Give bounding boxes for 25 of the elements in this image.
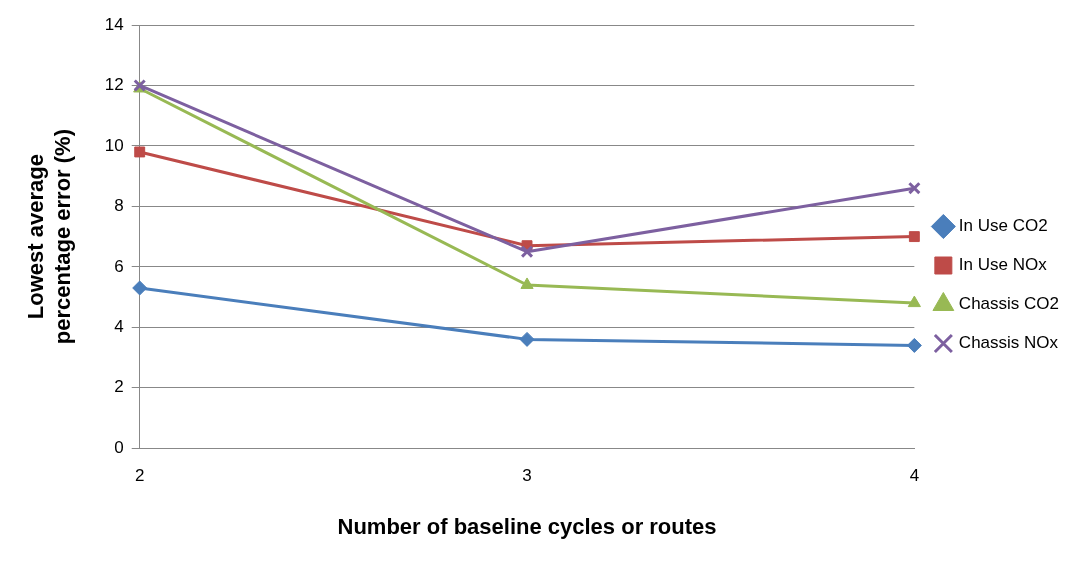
y-tick-label: 2 <box>114 377 124 397</box>
legend-label: In Use NOx <box>958 255 1048 275</box>
legend-label: Chassis NOx <box>958 333 1059 353</box>
y-tick-label: 0 <box>114 437 124 457</box>
y-tick-label: 14 <box>104 14 124 34</box>
y-axis-title: Lowest average percentage error (%) <box>23 129 75 345</box>
y-tick-label: 6 <box>114 256 124 276</box>
point <box>908 231 920 243</box>
point <box>907 181 921 195</box>
x-tick-label: 4 <box>909 466 920 486</box>
y-tick-label: 8 <box>114 196 124 216</box>
y-tick-label: 12 <box>104 75 124 95</box>
legend-label: In Use CO2 <box>958 216 1048 236</box>
y-tick-label: 4 <box>114 316 124 336</box>
point <box>519 331 535 347</box>
y-tick-label: 10 <box>104 135 124 155</box>
legend-label: Chassis CO2 <box>958 294 1059 314</box>
x-tick-label: 2 <box>134 466 145 486</box>
point <box>520 245 534 259</box>
point <box>906 337 922 353</box>
point <box>907 295 921 308</box>
x-axis-title: Number of baseline cycles or routes <box>337 513 717 539</box>
x-tick-label: 3 <box>522 466 532 486</box>
point <box>132 280 148 296</box>
point <box>520 277 534 289</box>
